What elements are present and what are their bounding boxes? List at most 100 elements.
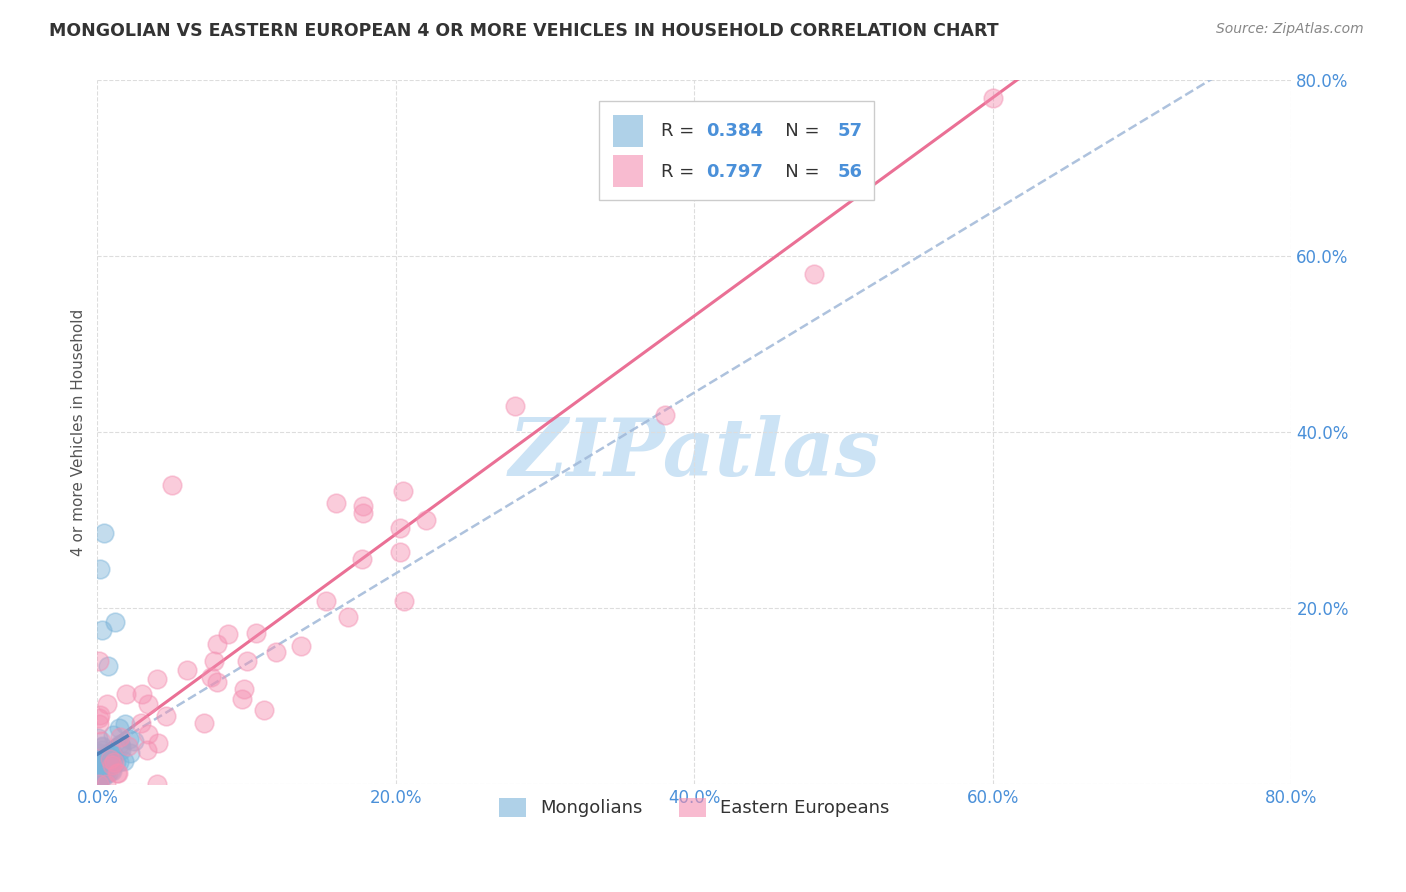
Point — [352, 552, 374, 566]
Point — [89, 761, 111, 775]
Point — [108, 731, 131, 745]
Point — [253, 703, 276, 717]
Point — [200, 670, 222, 684]
Text: N =: N = — [769, 121, 825, 140]
Point — [388, 521, 411, 535]
Point — [94, 766, 117, 780]
Point — [193, 716, 215, 731]
Text: Source: ZipAtlas.com: Source: ZipAtlas.com — [1216, 22, 1364, 37]
Point — [90, 739, 112, 753]
Point — [103, 755, 125, 769]
Point — [108, 755, 131, 769]
Text: R =: R = — [661, 121, 700, 140]
Point — [654, 408, 676, 422]
Point — [97, 658, 120, 673]
Text: 57: 57 — [838, 121, 863, 140]
Text: 0.797: 0.797 — [706, 162, 763, 180]
Point — [101, 747, 124, 762]
Legend: Mongolians, Eastern Europeans: Mongolians, Eastern Europeans — [492, 791, 897, 825]
Point — [112, 754, 135, 768]
Point — [87, 772, 110, 787]
Point — [90, 765, 112, 780]
Point — [131, 687, 153, 701]
Point — [89, 760, 111, 774]
Point — [96, 756, 118, 771]
Point — [98, 748, 121, 763]
Point — [87, 769, 110, 783]
Point — [100, 764, 122, 778]
Point — [105, 766, 128, 780]
Point — [101, 764, 124, 778]
Point — [89, 758, 111, 772]
Point — [392, 594, 415, 608]
Point — [87, 775, 110, 789]
Point — [266, 645, 288, 659]
Point — [101, 728, 124, 742]
Point — [91, 739, 114, 754]
Point — [90, 760, 112, 774]
Point — [135, 743, 157, 757]
Point — [89, 746, 111, 760]
Point — [89, 772, 111, 786]
Point — [503, 399, 526, 413]
Point — [93, 769, 115, 783]
Point — [217, 627, 239, 641]
Point — [315, 593, 337, 607]
Point — [87, 768, 110, 782]
Point — [107, 721, 129, 735]
Point — [245, 625, 267, 640]
Point — [117, 739, 139, 754]
Point — [129, 716, 152, 731]
Point — [98, 751, 121, 765]
Point — [114, 717, 136, 731]
Point — [94, 760, 117, 774]
Point — [105, 755, 128, 769]
Point — [110, 737, 132, 751]
Point — [93, 526, 115, 541]
Point — [205, 674, 228, 689]
Point — [389, 545, 412, 559]
Point — [87, 711, 110, 725]
Point — [803, 267, 825, 281]
Point — [352, 507, 374, 521]
Point — [391, 484, 413, 499]
Point — [87, 773, 110, 788]
Point — [87, 764, 110, 778]
Point — [87, 770, 110, 784]
Point — [101, 747, 124, 761]
FancyBboxPatch shape — [613, 155, 643, 187]
Point — [87, 764, 110, 778]
Point — [202, 654, 225, 668]
Point — [87, 766, 110, 780]
Point — [176, 663, 198, 677]
Point — [136, 727, 159, 741]
Point — [136, 698, 159, 712]
Text: MONGOLIAN VS EASTERN EUROPEAN 4 OR MORE VEHICLES IN HOUSEHOLD CORRELATION CHART: MONGOLIAN VS EASTERN EUROPEAN 4 OR MORE … — [49, 22, 998, 40]
Point — [94, 760, 117, 774]
Point — [90, 734, 112, 748]
Point — [104, 615, 127, 629]
FancyBboxPatch shape — [613, 115, 643, 147]
Point — [87, 765, 110, 780]
Point — [160, 478, 183, 492]
Point — [122, 733, 145, 747]
Point — [89, 562, 111, 576]
Text: 56: 56 — [838, 162, 863, 180]
Point — [96, 747, 118, 762]
Point — [91, 767, 114, 781]
Point — [337, 610, 360, 624]
Point — [87, 731, 110, 745]
Point — [89, 772, 111, 787]
Point — [87, 655, 110, 669]
Point — [146, 672, 169, 686]
Point — [155, 709, 177, 723]
Point — [352, 500, 374, 514]
FancyBboxPatch shape — [599, 101, 873, 200]
Point — [97, 765, 120, 780]
Point — [96, 698, 118, 712]
Point — [146, 736, 169, 750]
Point — [325, 496, 347, 510]
Y-axis label: 4 or more Vehicles in Household: 4 or more Vehicles in Household — [72, 309, 86, 556]
Point — [107, 765, 129, 780]
Point — [101, 753, 124, 767]
